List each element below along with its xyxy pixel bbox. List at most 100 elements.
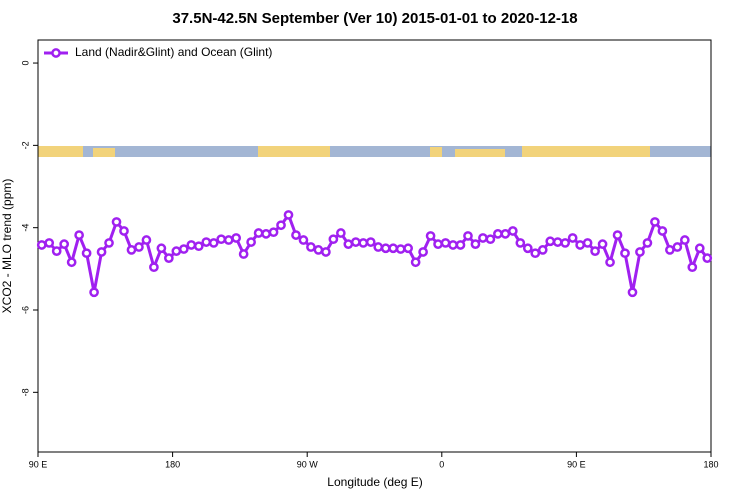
point	[164, 253, 174, 263]
point	[560, 238, 571, 248]
point	[507, 226, 518, 236]
point	[522, 243, 533, 254]
point	[687, 262, 698, 273]
point	[493, 229, 503, 239]
y-axis-label: XCO2 - MLO trend (ppm)	[0, 179, 14, 314]
point	[605, 257, 615, 268]
point	[380, 243, 391, 254]
point	[403, 243, 413, 254]
point	[642, 238, 653, 248]
point	[119, 226, 129, 236]
point	[126, 245, 137, 255]
point	[74, 230, 84, 240]
x-tick-label: 180	[165, 459, 180, 469]
point	[515, 238, 526, 248]
point	[702, 253, 713, 263]
point	[66, 257, 77, 268]
x-tick-label: 180	[703, 459, 718, 469]
point	[650, 217, 660, 227]
point	[545, 236, 556, 247]
point	[635, 247, 645, 257]
point	[36, 240, 47, 250]
point	[96, 247, 107, 257]
point	[582, 238, 593, 248]
x-axis-label: Longitude (deg E)	[327, 475, 422, 489]
point	[201, 237, 212, 247]
point	[552, 237, 563, 247]
x-tick-label: 90 E	[567, 459, 586, 469]
point	[672, 242, 683, 252]
point	[530, 248, 541, 259]
point	[44, 238, 55, 248]
point	[575, 240, 585, 250]
point	[627, 287, 638, 298]
point	[448, 240, 458, 250]
point	[276, 220, 286, 231]
point	[425, 231, 436, 241]
point	[336, 228, 346, 238]
point	[89, 287, 99, 298]
x-tick-label: 90 E	[29, 459, 48, 469]
series-line	[41, 211, 709, 293]
point	[51, 246, 62, 256]
point	[679, 235, 690, 245]
point	[433, 239, 443, 249]
legend-marker	[51, 48, 61, 58]
point	[216, 234, 227, 245]
point	[418, 247, 428, 257]
land-ocean-strip	[38, 146, 711, 157]
point	[321, 247, 331, 257]
point	[283, 210, 294, 220]
point	[410, 257, 421, 268]
point	[313, 245, 324, 255]
point	[478, 233, 488, 243]
point	[193, 241, 204, 252]
point	[141, 235, 152, 245]
point	[440, 238, 451, 248]
point	[567, 233, 578, 243]
point	[171, 246, 182, 256]
point	[343, 239, 354, 249]
point	[470, 239, 481, 249]
y-tick-label: -4	[20, 224, 30, 232]
point	[373, 242, 384, 252]
point	[298, 235, 309, 245]
point	[261, 229, 271, 239]
point	[328, 234, 339, 245]
point	[186, 240, 197, 250]
point	[463, 231, 473, 241]
point	[134, 242, 144, 252]
point	[81, 248, 92, 259]
point	[395, 244, 406, 254]
point	[223, 235, 234, 245]
point	[104, 238, 114, 248]
point	[388, 243, 399, 254]
point	[500, 229, 511, 239]
point	[665, 245, 675, 255]
point	[612, 230, 623, 240]
point	[59, 239, 70, 249]
point	[350, 237, 361, 247]
y-tick-label: -8	[20, 388, 30, 396]
point	[590, 246, 600, 256]
point	[149, 262, 159, 273]
point	[306, 242, 316, 252]
legend-label: Land (Nadir&Glint) and Ocean (Glint)	[75, 45, 272, 59]
point	[694, 243, 705, 254]
y-tick-label: 0	[20, 61, 30, 66]
y-tick-label: -6	[20, 306, 30, 314]
point	[238, 249, 249, 259]
point	[657, 226, 668, 236]
point	[620, 248, 630, 259]
point	[111, 217, 122, 227]
y-tick-label: -2	[20, 141, 30, 149]
point	[365, 237, 376, 247]
x-tick-label: 0	[439, 459, 444, 469]
point	[537, 245, 548, 255]
point	[268, 227, 279, 238]
point	[156, 243, 167, 254]
point	[231, 233, 242, 243]
chart-title: 37.5N-42.5N September (Ver 10) 2015-01-0…	[172, 10, 577, 27]
point	[291, 230, 301, 240]
